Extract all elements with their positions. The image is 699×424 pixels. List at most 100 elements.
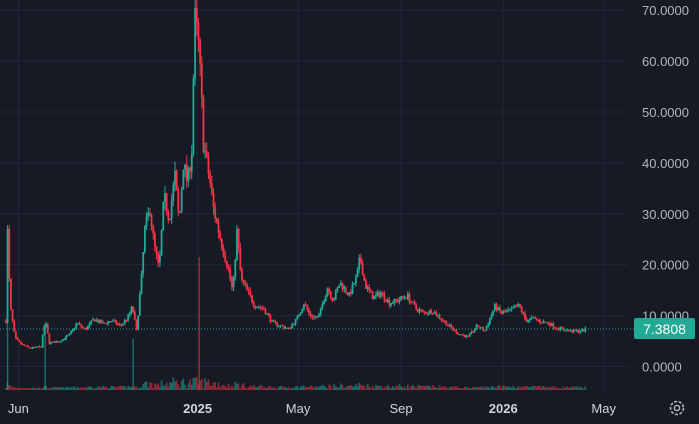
candle-body [180,189,183,212]
volume-bar [271,388,273,390]
volume-bar [236,383,238,390]
candle-body [542,321,545,324]
candle-body [154,233,156,247]
volume-bar [301,385,304,390]
volume-bar [50,388,52,390]
volume-bar [477,387,479,390]
candle-body [81,326,84,328]
candle-body [140,273,143,295]
volume-bar [98,386,101,390]
volume-spike [198,257,200,390]
volume-bar [78,387,81,390]
candle-body [155,246,158,255]
candle-body [115,320,118,325]
volume-bar [351,386,354,390]
candle-body [478,326,481,329]
candle-body [560,327,563,329]
volume-bar [219,387,222,390]
candle-body [85,328,88,330]
volume-bar [31,387,34,390]
candle-body [93,319,96,322]
candle-body [472,331,474,333]
volume-bar [333,384,335,390]
volume-bar [381,388,384,390]
volume-bar [40,388,42,390]
volume-bar [274,388,277,390]
candle-body [323,301,325,305]
candle-body [442,319,444,322]
volume-bar [520,386,523,390]
candle-body [246,284,248,290]
volume-bar [463,386,466,390]
volume-bar [383,387,386,390]
candle-body [220,238,223,249]
candle-body [51,341,54,343]
candle-body [413,301,416,305]
volume-bar [125,388,128,390]
candle-body [415,304,418,309]
volume-bar [440,387,443,390]
candle-body [157,254,160,263]
volume-bar [571,386,573,390]
volume-bar [142,384,144,390]
volume-bar [499,385,501,390]
candle-body [410,301,413,303]
candle-body [445,321,448,326]
candle-body [30,348,32,350]
volume-bar [152,388,155,390]
time-axis[interactable]: Jun 2025 May Sep 2026 May [8,401,617,416]
volume-bar [11,387,14,390]
candle-body [177,190,180,213]
candle-body [555,328,558,330]
candle-body [212,192,215,208]
volume-bar [237,383,240,390]
volume-bar [420,385,422,390]
candle-body [547,322,550,324]
x-tick-label: 2025 [183,401,212,416]
volume-bar [134,386,136,390]
candle-body [509,309,511,311]
volume-bar [264,387,267,390]
volume-bar [360,384,362,390]
volume-bar [535,386,538,390]
volume-bar [497,385,500,390]
candle-body [272,320,275,322]
candle-body [400,296,402,300]
candle-body [569,330,572,332]
candle-body [266,313,269,315]
volume-bar [453,386,456,390]
candle-body [286,327,289,329]
candle-body [28,346,31,349]
candle-body [468,333,471,337]
candle-body [403,297,406,299]
candle-body [112,320,114,322]
candle-body [517,303,520,307]
candle-body [333,299,335,301]
volume-bar [62,386,64,390]
candle-body [343,287,346,290]
candle-body [406,293,409,299]
volume-bar [450,386,453,390]
volume-bar [304,387,307,390]
candle-body [130,306,133,313]
y-tick-label: 20.0000 [642,258,689,273]
volume-bar [314,386,317,390]
candle-body [207,156,210,174]
volume-bar [552,385,555,390]
candle-body [142,251,145,274]
gear-icon[interactable] [667,398,687,418]
candle-body [48,333,51,345]
candle-body [433,312,436,314]
volume-bar [530,386,533,390]
candle-body [224,255,227,262]
candle-body [169,218,171,220]
volume-bar [43,386,46,390]
candle-body [132,306,135,312]
candle-body [338,285,341,288]
candle-body [515,306,518,308]
last-price-label: 7.3808 [634,318,695,340]
volume-bar [341,384,344,390]
volume-bar [375,384,377,390]
